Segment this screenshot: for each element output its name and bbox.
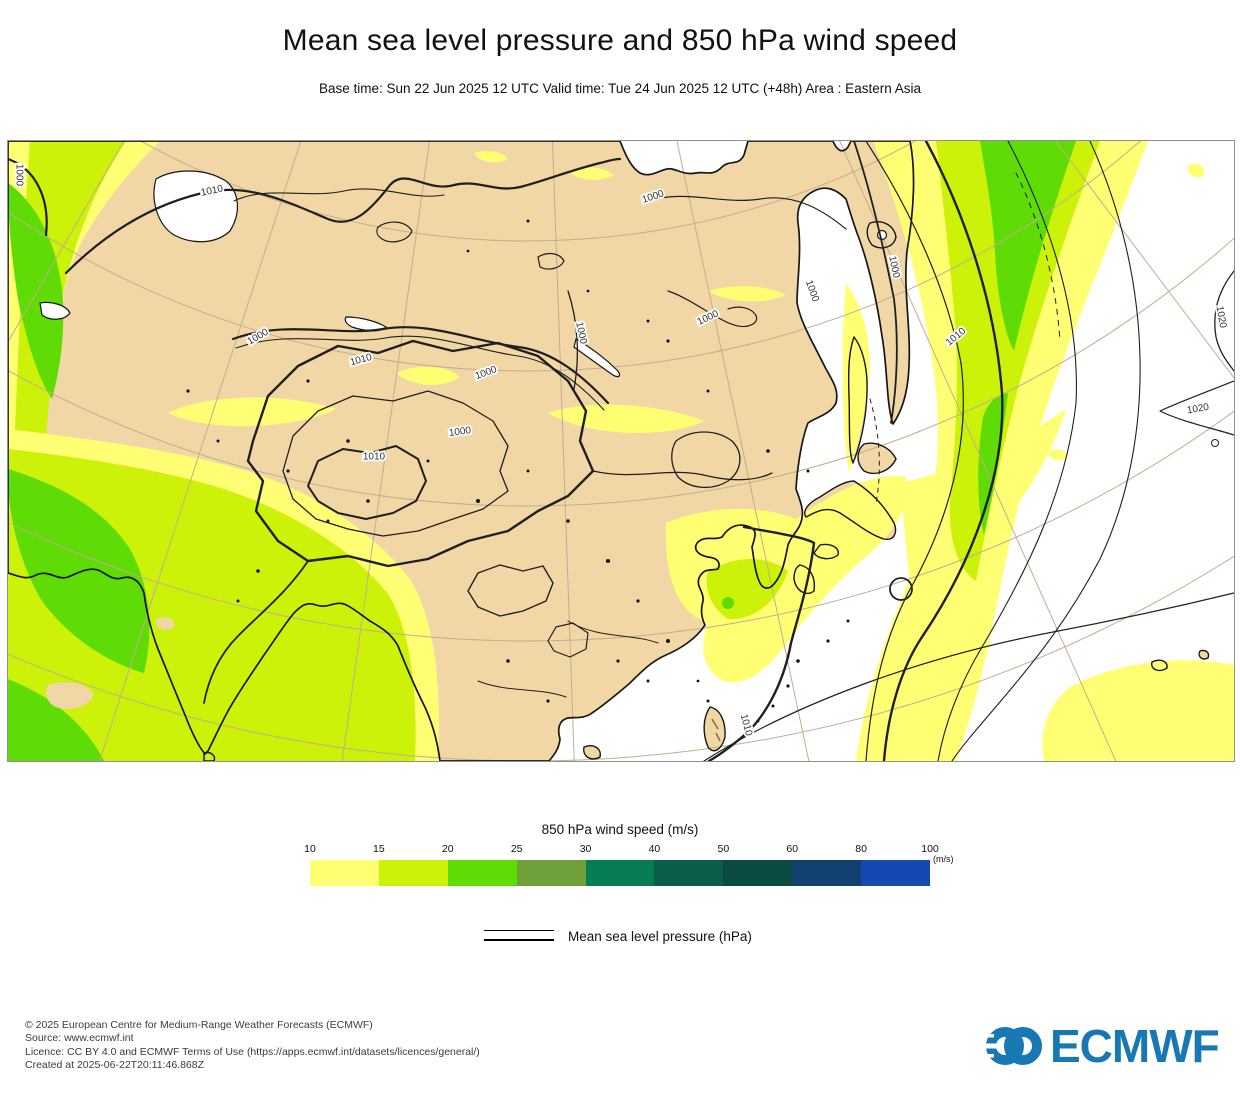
colorbar-segment [792,860,862,886]
colorbar-ticks: 10 15 20 25 30 40 50 60 80 100 [304,843,939,856]
pressure-line-sample [484,927,554,945]
colorbar-tick-label: 15 [373,843,385,855]
footer-licence: Licence: CC BY 4.0 and ECMWF Terms of Us… [25,1045,480,1058]
colorbar-unit-note: (m/s) [933,854,954,864]
footer-created-at: Created at 2025-06-22T20:11:46.868Z [25,1058,205,1071]
colorbar-segment [723,860,793,886]
footer-copyright: © 2025 European Centre for Medium-Range … [25,1019,373,1031]
colorbar-tick-label: 80 [855,843,867,855]
colorbar-segment [310,860,379,886]
isobar-label: 1000 [13,164,24,187]
colorbar-tick-label: 40 [648,843,661,855]
colorbar-segment [378,860,448,886]
colorbar-tick-label: 10 [304,843,316,855]
pressure-line-thin [484,930,554,931]
colorbar-tick-label: 50 [717,843,730,855]
chart-subtitle: Base time: Sun 22 Jun 2025 12 UTC Valid … [319,81,921,96]
colorbar-segment [585,860,655,886]
isobar-label: 1000 [448,425,472,439]
colorbar-tick-label: 20 [441,843,454,855]
colorbar-segment [861,860,931,886]
wind-speed-shading [8,141,1234,761]
colorbar-tick-label: 60 [786,843,799,855]
ecmwf-logo: ECMWF [984,1020,1220,1072]
ecmwf-emblem-icon [984,1027,1042,1065]
ecmwf-logo-text: ECMWF [1050,1020,1220,1072]
terrain-specks [186,219,850,723]
colorbar-segment [654,860,724,886]
colorbar-tick-label: 30 [579,843,592,855]
footer-attribution: © 2025 European Centre for Medium-Range … [25,1019,480,1072]
pressure-line-thick [484,939,554,941]
coastlines [8,141,1210,761]
colorbar-tick-label: 100 [921,843,939,855]
page-title: Mean sea level pressure and 850 hPa wind… [282,24,958,57]
wind-legend-title: 850 hPa wind speed (m/s) [541,822,699,837]
isobar-label: 1010 [363,452,386,463]
graticule-grid [8,141,1234,761]
footer-source: Source: www.ecmwf.int [25,1032,134,1045]
colorbar-segment [516,860,586,886]
colorbar-tick-label: 25 [510,843,523,855]
colorbar-segment [447,860,517,886]
isobar-contours [8,141,1234,761]
pressure-legend-label: Mean sea level pressure (hPa) [568,929,752,944]
wind-speed-colorbar [310,860,931,886]
weather-map: 1000 1010 1000 1000 1010 1000 1000 1010 1000 1000… [7,140,1235,762]
